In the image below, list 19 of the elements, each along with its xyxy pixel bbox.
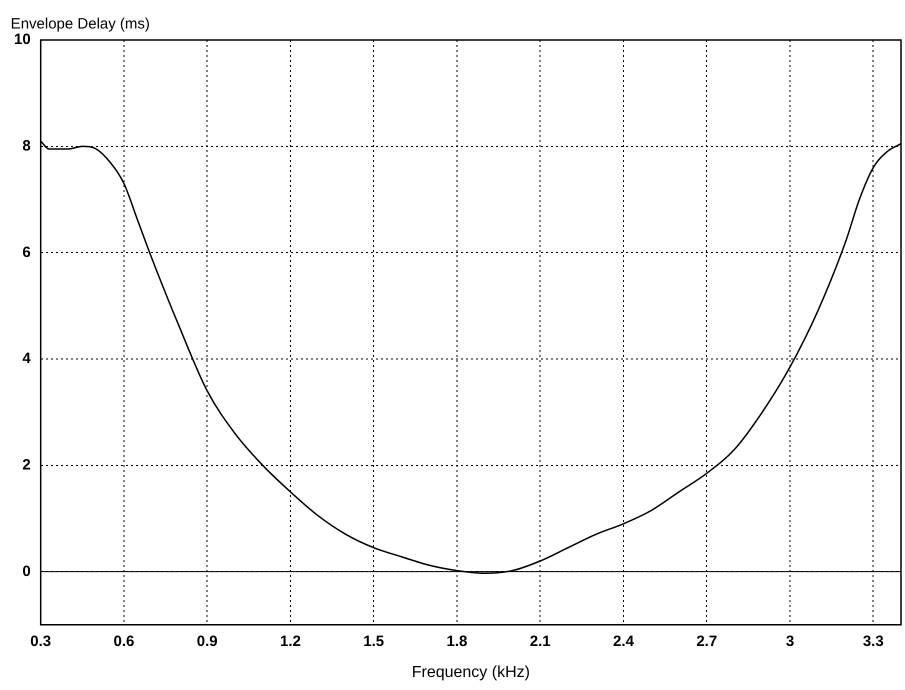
x-tick-label: 2.1 — [530, 632, 551, 650]
x-tick-label: 1.8 — [446, 632, 468, 650]
x-tick-label: 2.7 — [696, 632, 718, 650]
x-tick-label: 3 — [786, 632, 794, 650]
x-tick-label: 1.2 — [280, 632, 301, 650]
y-tick-label: 0 — [22, 562, 31, 580]
y-tick-label: 6 — [22, 244, 31, 261]
x-tick-label: 0.3 — [30, 632, 52, 650]
x-tick-label: 0.6 — [114, 632, 134, 650]
x-tick-label: 1.5 — [363, 632, 384, 650]
x-tick-label: 2.4 — [613, 632, 635, 650]
y-tick-label: 10 — [14, 31, 31, 48]
x-tick-label: 3.3 — [862, 632, 884, 650]
y-tick-label: 2 — [22, 456, 31, 474]
y-tick-label: 8 — [22, 137, 31, 154]
y-axis-title: Envelope Delay (ms) — [10, 16, 150, 33]
x-tick-label: 0.9 — [196, 632, 218, 650]
x-axis-title: Frequency (kHz) — [412, 664, 530, 681]
y-tick-label: 4 — [22, 350, 32, 368]
